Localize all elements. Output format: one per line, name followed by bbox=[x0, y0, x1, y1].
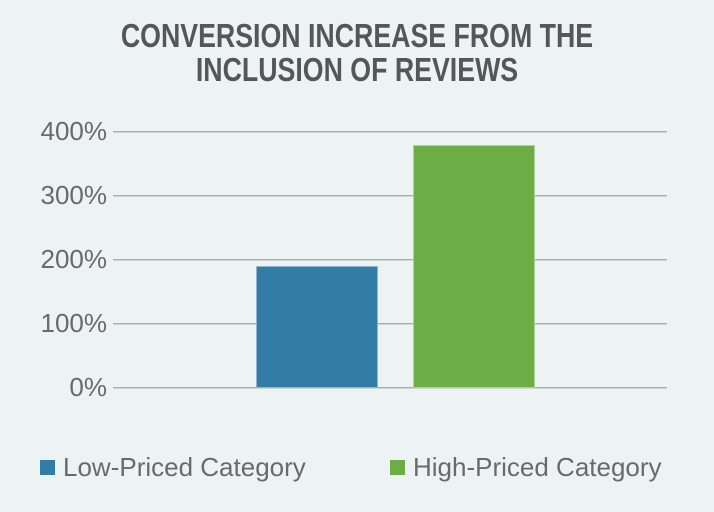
y-axis-tick-label-0: 0% bbox=[69, 372, 107, 402]
chart-title-line2: INCLUSION OF REVIEWS bbox=[195, 51, 519, 88]
bar-low-priced-category bbox=[256, 266, 378, 388]
y-axis-tick-label-100: 100% bbox=[40, 308, 108, 338]
legend-swatch-high-priced bbox=[390, 460, 405, 475]
y-axis-tick-label-400: 400% bbox=[40, 116, 108, 146]
gridline-100 bbox=[113, 323, 667, 324]
gridline-400 bbox=[113, 131, 667, 132]
gridline-0 bbox=[113, 387, 667, 388]
y-axis-tick-label-300: 300% bbox=[40, 180, 108, 210]
legend-label-low-priced: Low-Priced Category bbox=[63, 452, 306, 482]
gridline-200 bbox=[113, 259, 667, 260]
legend-label-high-priced: High-Priced Category bbox=[413, 452, 662, 482]
legend-item-low-priced: Low-Priced Category bbox=[40, 452, 306, 483]
legend-item-high-priced: High-Priced Category bbox=[390, 452, 662, 483]
chart-title-line1: CONVERSION INCREASE FROM THE bbox=[120, 17, 594, 54]
plot-area: 0% 100% 200% 300% 400% bbox=[41, 118, 667, 400]
gridline-300 bbox=[113, 195, 667, 196]
y-axis-tick-label-200: 200% bbox=[40, 244, 108, 274]
legend: Low-Priced Category High-Priced Category bbox=[0, 452, 714, 483]
chart-title: CONVERSION INCREASE FROM THE INCLUSION O… bbox=[68, 19, 646, 87]
legend-swatch-low-priced bbox=[40, 460, 55, 475]
bar-high-priced-category bbox=[413, 144, 535, 388]
